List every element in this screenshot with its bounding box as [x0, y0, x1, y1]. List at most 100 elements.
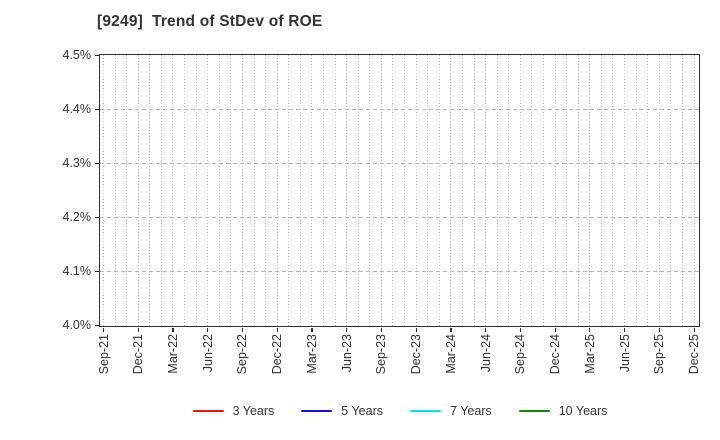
v-gridline — [658, 55, 660, 326]
x-tick-label-text: Dec-23 — [409, 334, 424, 375]
v-gridline — [160, 55, 162, 326]
x-tick — [241, 328, 244, 332]
x-tick-label: Mar-24 — [444, 334, 458, 379]
x-tick-label-text: Dec-21 — [131, 334, 146, 375]
v-gridline — [334, 55, 336, 326]
v-gridline — [241, 55, 243, 326]
v-gridline — [438, 55, 440, 326]
legend: 3 Years 5 Years 7 Years 10 Years — [99, 404, 701, 418]
legend-line-swatch — [518, 409, 550, 413]
x-tick-label: Dec-22 — [270, 334, 284, 379]
x-tick-label-text: Jun-25 — [617, 334, 632, 373]
v-gridline — [519, 55, 521, 326]
y-tick-label: 4.4% — [62, 101, 92, 116]
y-tick-label: 4.3% — [62, 155, 92, 170]
x-tick-label-text: Mar-22 — [165, 334, 180, 374]
v-gridline — [311, 55, 313, 326]
v-gridline — [554, 55, 556, 326]
v-gridline — [392, 55, 394, 326]
v-gridline — [415, 55, 417, 326]
y-tick-label: 4.5% — [62, 47, 92, 62]
x-tick — [450, 328, 452, 332]
x-tick-label: Sep-22 — [235, 334, 249, 379]
x-tick — [346, 328, 348, 332]
x-tick-label-text: Mar-24 — [443, 334, 458, 374]
v-gridline — [253, 55, 255, 326]
legend-label: 10 Years — [558, 404, 608, 418]
v-gridline — [450, 55, 452, 326]
v-gridline — [265, 55, 267, 326]
y-tick-label: 4.2% — [62, 209, 92, 224]
v-gridline — [184, 55, 186, 326]
v-gridline — [299, 55, 301, 326]
v-gridline — [126, 55, 128, 326]
v-gridline — [114, 55, 116, 326]
x-tick-label: Sep-24 — [513, 334, 527, 379]
v-gridline — [473, 55, 475, 326]
v-gridline — [647, 55, 649, 326]
x-tick — [519, 328, 521, 332]
legend-line-swatch — [410, 409, 442, 413]
x-tick-label-text: Dec-25 — [687, 334, 701, 375]
v-gridline — [681, 55, 683, 326]
x-tick-label-text: Sep-24 — [513, 334, 528, 375]
v-gridline — [461, 55, 463, 326]
v-gridline — [670, 55, 672, 326]
v-gridline — [635, 55, 637, 326]
h-gridline — [100, 271, 699, 272]
x-tick-label: Mar-22 — [166, 334, 180, 379]
v-gridline — [427, 55, 429, 326]
x-tick-label-text: Dec-22 — [270, 334, 285, 375]
y-tick — [95, 55, 99, 57]
legend-label: 3 Years — [232, 404, 275, 418]
y-tick — [95, 271, 99, 273]
x-tick — [276, 328, 278, 332]
x-tick-label-text: Mar-23 — [304, 334, 319, 374]
v-gridline — [577, 55, 579, 326]
legend-item: 7 Years — [410, 404, 492, 418]
x-tick — [485, 328, 487, 332]
v-gridline — [693, 55, 695, 326]
x-tick — [207, 328, 209, 332]
v-gridline — [276, 55, 278, 326]
legend-label: 5 Years — [341, 404, 384, 418]
x-tick-label-text: Jun-24 — [478, 334, 493, 373]
v-gridline — [230, 55, 232, 326]
x-tick — [624, 328, 626, 332]
x-tick-label: Dec-25 — [687, 334, 701, 379]
v-gridline — [172, 55, 174, 326]
y-tick — [95, 217, 99, 219]
x-tick-label: Jun-23 — [340, 334, 354, 377]
plot-area — [99, 54, 700, 327]
y-tick-label: 4.0% — [62, 317, 92, 332]
legend-item: 3 Years — [192, 404, 275, 418]
legend-line-swatch — [192, 409, 224, 413]
x-tick — [137, 328, 139, 332]
v-gridline — [149, 55, 151, 326]
x-tick-label-text: Sep-22 — [235, 334, 250, 375]
v-gridline — [496, 55, 498, 326]
x-tick-label-text: Mar-25 — [582, 334, 597, 374]
y-tick — [95, 325, 99, 327]
v-gridline — [207, 55, 209, 326]
x-tick — [311, 328, 313, 332]
x-tick — [658, 328, 660, 332]
h-gridline — [100, 217, 699, 218]
x-tick — [415, 328, 417, 332]
v-gridline — [218, 55, 220, 326]
v-gridline — [357, 55, 359, 326]
x-tick-label: Dec-24 — [548, 334, 562, 379]
v-gridline — [612, 55, 614, 326]
x-tick-label: Dec-21 — [131, 334, 145, 379]
v-gridline — [404, 55, 406, 326]
v-gridline — [531, 55, 533, 326]
v-gridline — [380, 55, 382, 326]
v-gridline — [508, 55, 510, 326]
legend-line-swatch — [301, 409, 333, 413]
v-gridline — [542, 55, 544, 326]
v-gridline — [137, 55, 139, 326]
x-tick — [554, 328, 556, 332]
v-gridline — [346, 55, 348, 326]
legend-item: 10 Years — [518, 404, 608, 418]
x-tick-label: Jun-22 — [201, 334, 215, 377]
